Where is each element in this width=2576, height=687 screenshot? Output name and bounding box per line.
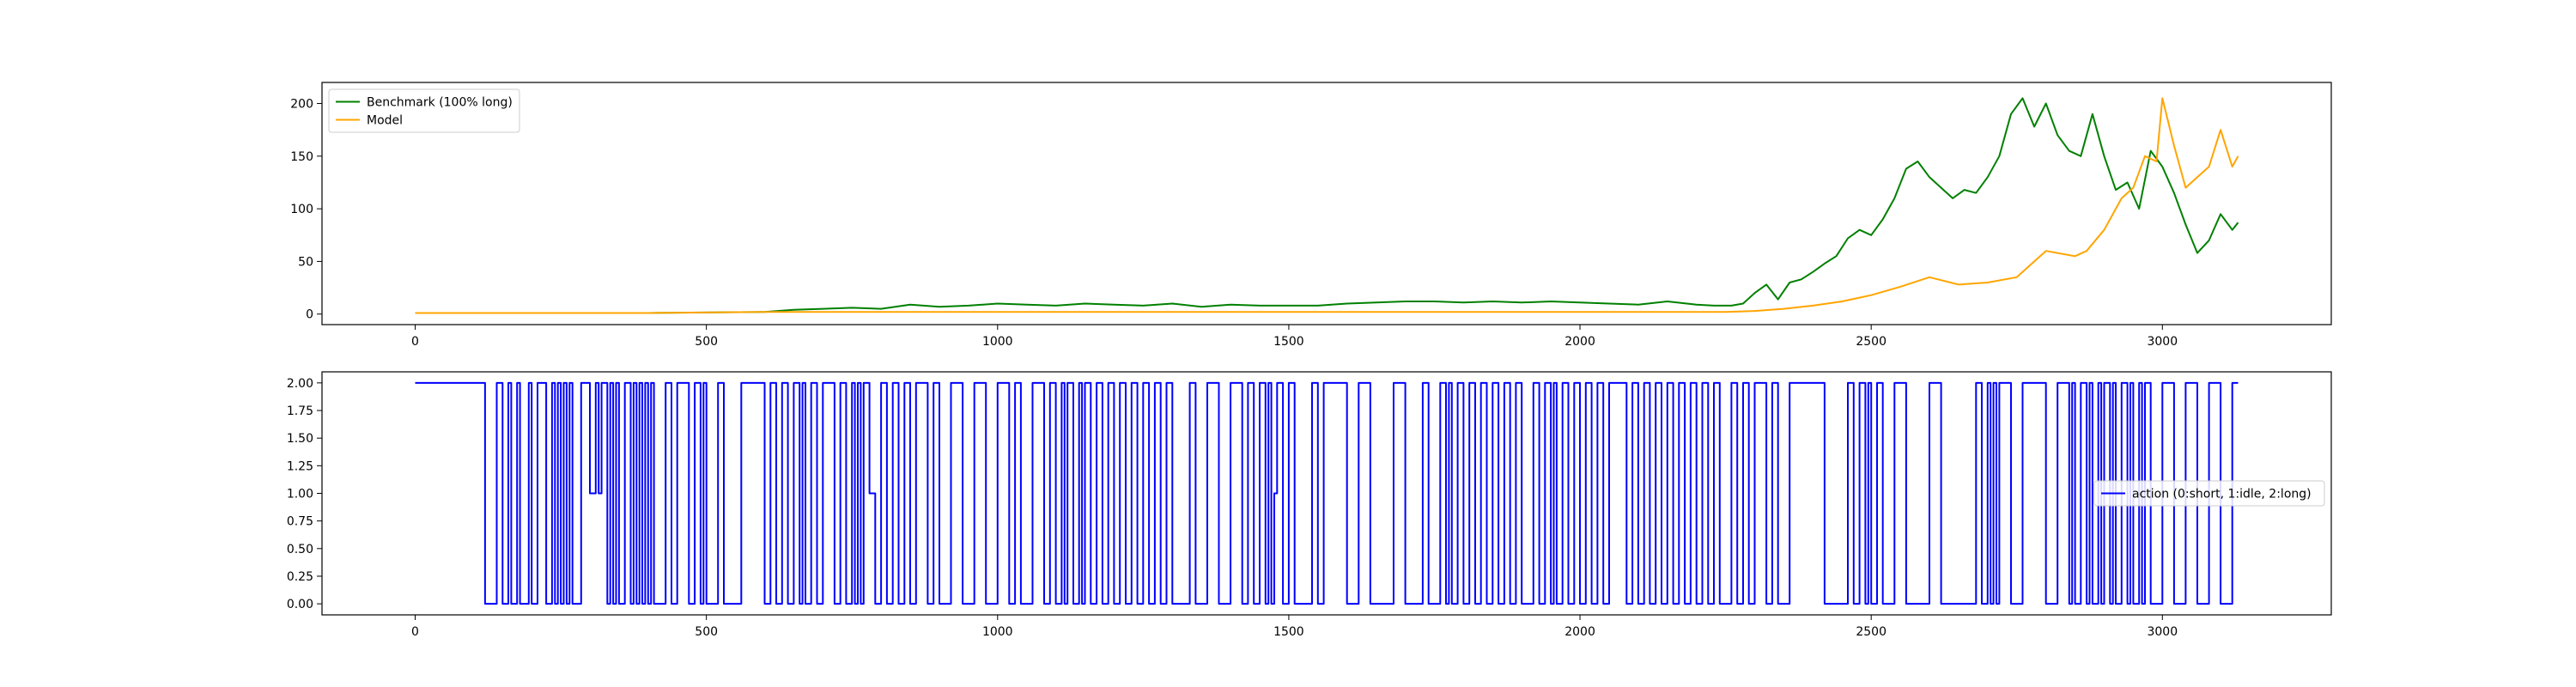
y-tick-label: 0.50: [287, 543, 313, 556]
x-tick-label: 2000: [1564, 335, 1595, 349]
axes-frame: [321, 371, 2332, 616]
x-tick-label: 2500: [1856, 335, 1886, 349]
x-tick-label: 1000: [982, 625, 1013, 639]
legend: action (0:short, 1:idle, 2:long): [2093, 480, 2325, 507]
y-tick-label: 200: [290, 98, 313, 112]
y-tick-label: 150: [290, 150, 313, 164]
action-chart-panel: 0 500 1000 1500 2000 2500 3000 0.00 0.25 0.50 0.75…: [287, 371, 2332, 639]
x-tick-label: 2500: [1856, 625, 1886, 639]
series-line-0-1: [415, 97, 2239, 314]
y-tick-label: 0: [306, 308, 313, 322]
x-tick-label: 3000: [2147, 335, 2178, 349]
y-tick-label: 1.50: [287, 432, 313, 446]
x-tick-label: 0: [411, 335, 419, 349]
x-tick-label: 500: [695, 335, 718, 349]
y-tick-label: 0.75: [287, 515, 313, 529]
y-tick-label: 1.75: [287, 404, 313, 418]
x-tick-label: 1500: [1273, 335, 1304, 349]
legend: Benchmark (100% long) Model: [328, 88, 520, 133]
y-tick-label: 2.00: [287, 377, 313, 391]
x-tick-label: 1500: [1273, 625, 1304, 639]
x-tick-label: 3000: [2147, 625, 2178, 639]
series-line-1-0: [415, 381, 2239, 605]
legend-box: [328, 88, 520, 133]
x-tick-label: 1000: [982, 335, 1013, 349]
x-tick-label: 500: [695, 625, 718, 639]
y-tick-label: 1.00: [287, 488, 313, 502]
y-tick-label: 1.25: [287, 459, 313, 473]
legend-label: Model: [367, 114, 403, 128]
x-tick-label: 2000: [1564, 625, 1595, 639]
axes-frame: [321, 82, 2332, 325]
y-tick-label: 50: [298, 255, 313, 269]
legend-label: Benchmark (100% long): [367, 96, 513, 110]
legend-box: [2093, 480, 2325, 507]
price-chart-panel: 0 500 1000 1500 2000 2500 3000 0 50 100 150 200 Benc…: [290, 82, 2332, 349]
series-line-0-0: [415, 97, 2239, 314]
y-tick-label: 0.00: [287, 598, 313, 611]
y-tick-label: 100: [290, 203, 313, 216]
y-tick-label: 0.25: [287, 570, 313, 584]
x-tick-label: 0: [411, 625, 419, 639]
legend-label: action (0:short, 1:idle, 2:long): [2132, 488, 2312, 502]
